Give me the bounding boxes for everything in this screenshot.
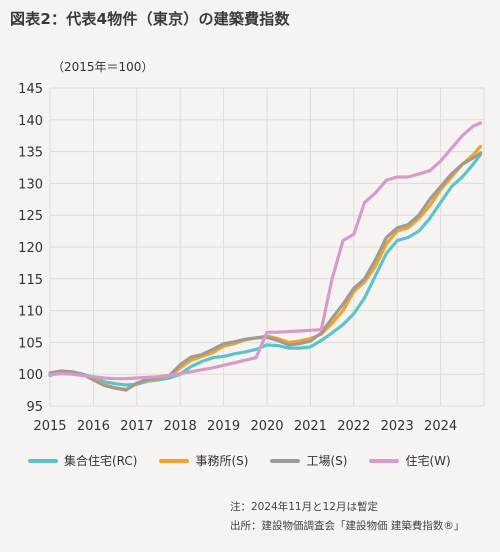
legend-label: 工場(S) <box>306 454 348 468</box>
x-tick-label: 2019 <box>207 419 240 434</box>
legend-item: 住宅(W) <box>369 452 451 469</box>
series-line <box>48 153 483 387</box>
legend-swatch <box>28 458 58 463</box>
chart-title: 図表2：代表4物件（東京）の建築費指数 <box>10 10 290 28</box>
x-tick-label: 2018 <box>164 419 197 434</box>
x-tick-label: 2017 <box>120 419 153 434</box>
y-tick-label: 140 <box>18 114 43 129</box>
x-tick-label: 2020 <box>250 419 283 434</box>
series-line <box>48 121 483 381</box>
y-tick-label: 130 <box>18 177 43 192</box>
gridlines <box>49 87 485 407</box>
legend-label: 集合住宅(RC) <box>64 454 138 468</box>
x-tick-label: 2015 <box>33 419 66 434</box>
x-tick-label: 2021 <box>294 419 327 434</box>
series-line <box>48 151 483 392</box>
y-tick-label: 125 <box>18 209 43 224</box>
y-tick-label: 95 <box>26 400 43 415</box>
y-axis-ticks: 95 100 105 110 115 120 125 130 135 140 145 <box>18 82 43 415</box>
y-tick-label: 135 <box>18 146 43 161</box>
source-note: 出所：建設物価調査会「建設物価 建築費指数®」 <box>230 520 465 532</box>
y-tick-label: 145 <box>18 82 43 97</box>
legend-swatch <box>270 458 301 463</box>
y-tick-label: 100 <box>18 368 43 383</box>
unit-label: （2015年＝100） <box>52 60 154 74</box>
provisional-note: 注：2024年11月と12月は暫定 <box>230 501 378 513</box>
legend-label: 事務所(S) <box>195 454 249 468</box>
x-tick-label: 2023 <box>381 419 414 434</box>
legend-item: 工場(S) <box>270 452 347 469</box>
legend-swatch <box>159 458 190 463</box>
x-axis-ticks: 2015 2016 2017 2018 2019 2020 2021 2022 2023 2024 <box>33 419 457 434</box>
x-tick-label: 2024 <box>424 419 457 434</box>
series-lines <box>48 121 483 392</box>
x-tick-label: 2022 <box>337 419 370 434</box>
y-tick-label: 120 <box>18 241 43 256</box>
y-tick-label: 110 <box>18 305 43 320</box>
legend-item: 事務所(S) <box>159 452 248 469</box>
legend: 集合住宅(RC) 事務所(S) 工場(S) 住宅(W) <box>28 452 488 469</box>
legend-item: 集合住宅(RC) <box>28 452 137 469</box>
y-tick-label: 115 <box>18 273 43 288</box>
legend-swatch <box>369 458 400 463</box>
legend-label: 住宅(W) <box>405 454 451 468</box>
x-tick-label: 2016 <box>77 419 110 434</box>
y-tick-label: 105 <box>18 336 43 351</box>
